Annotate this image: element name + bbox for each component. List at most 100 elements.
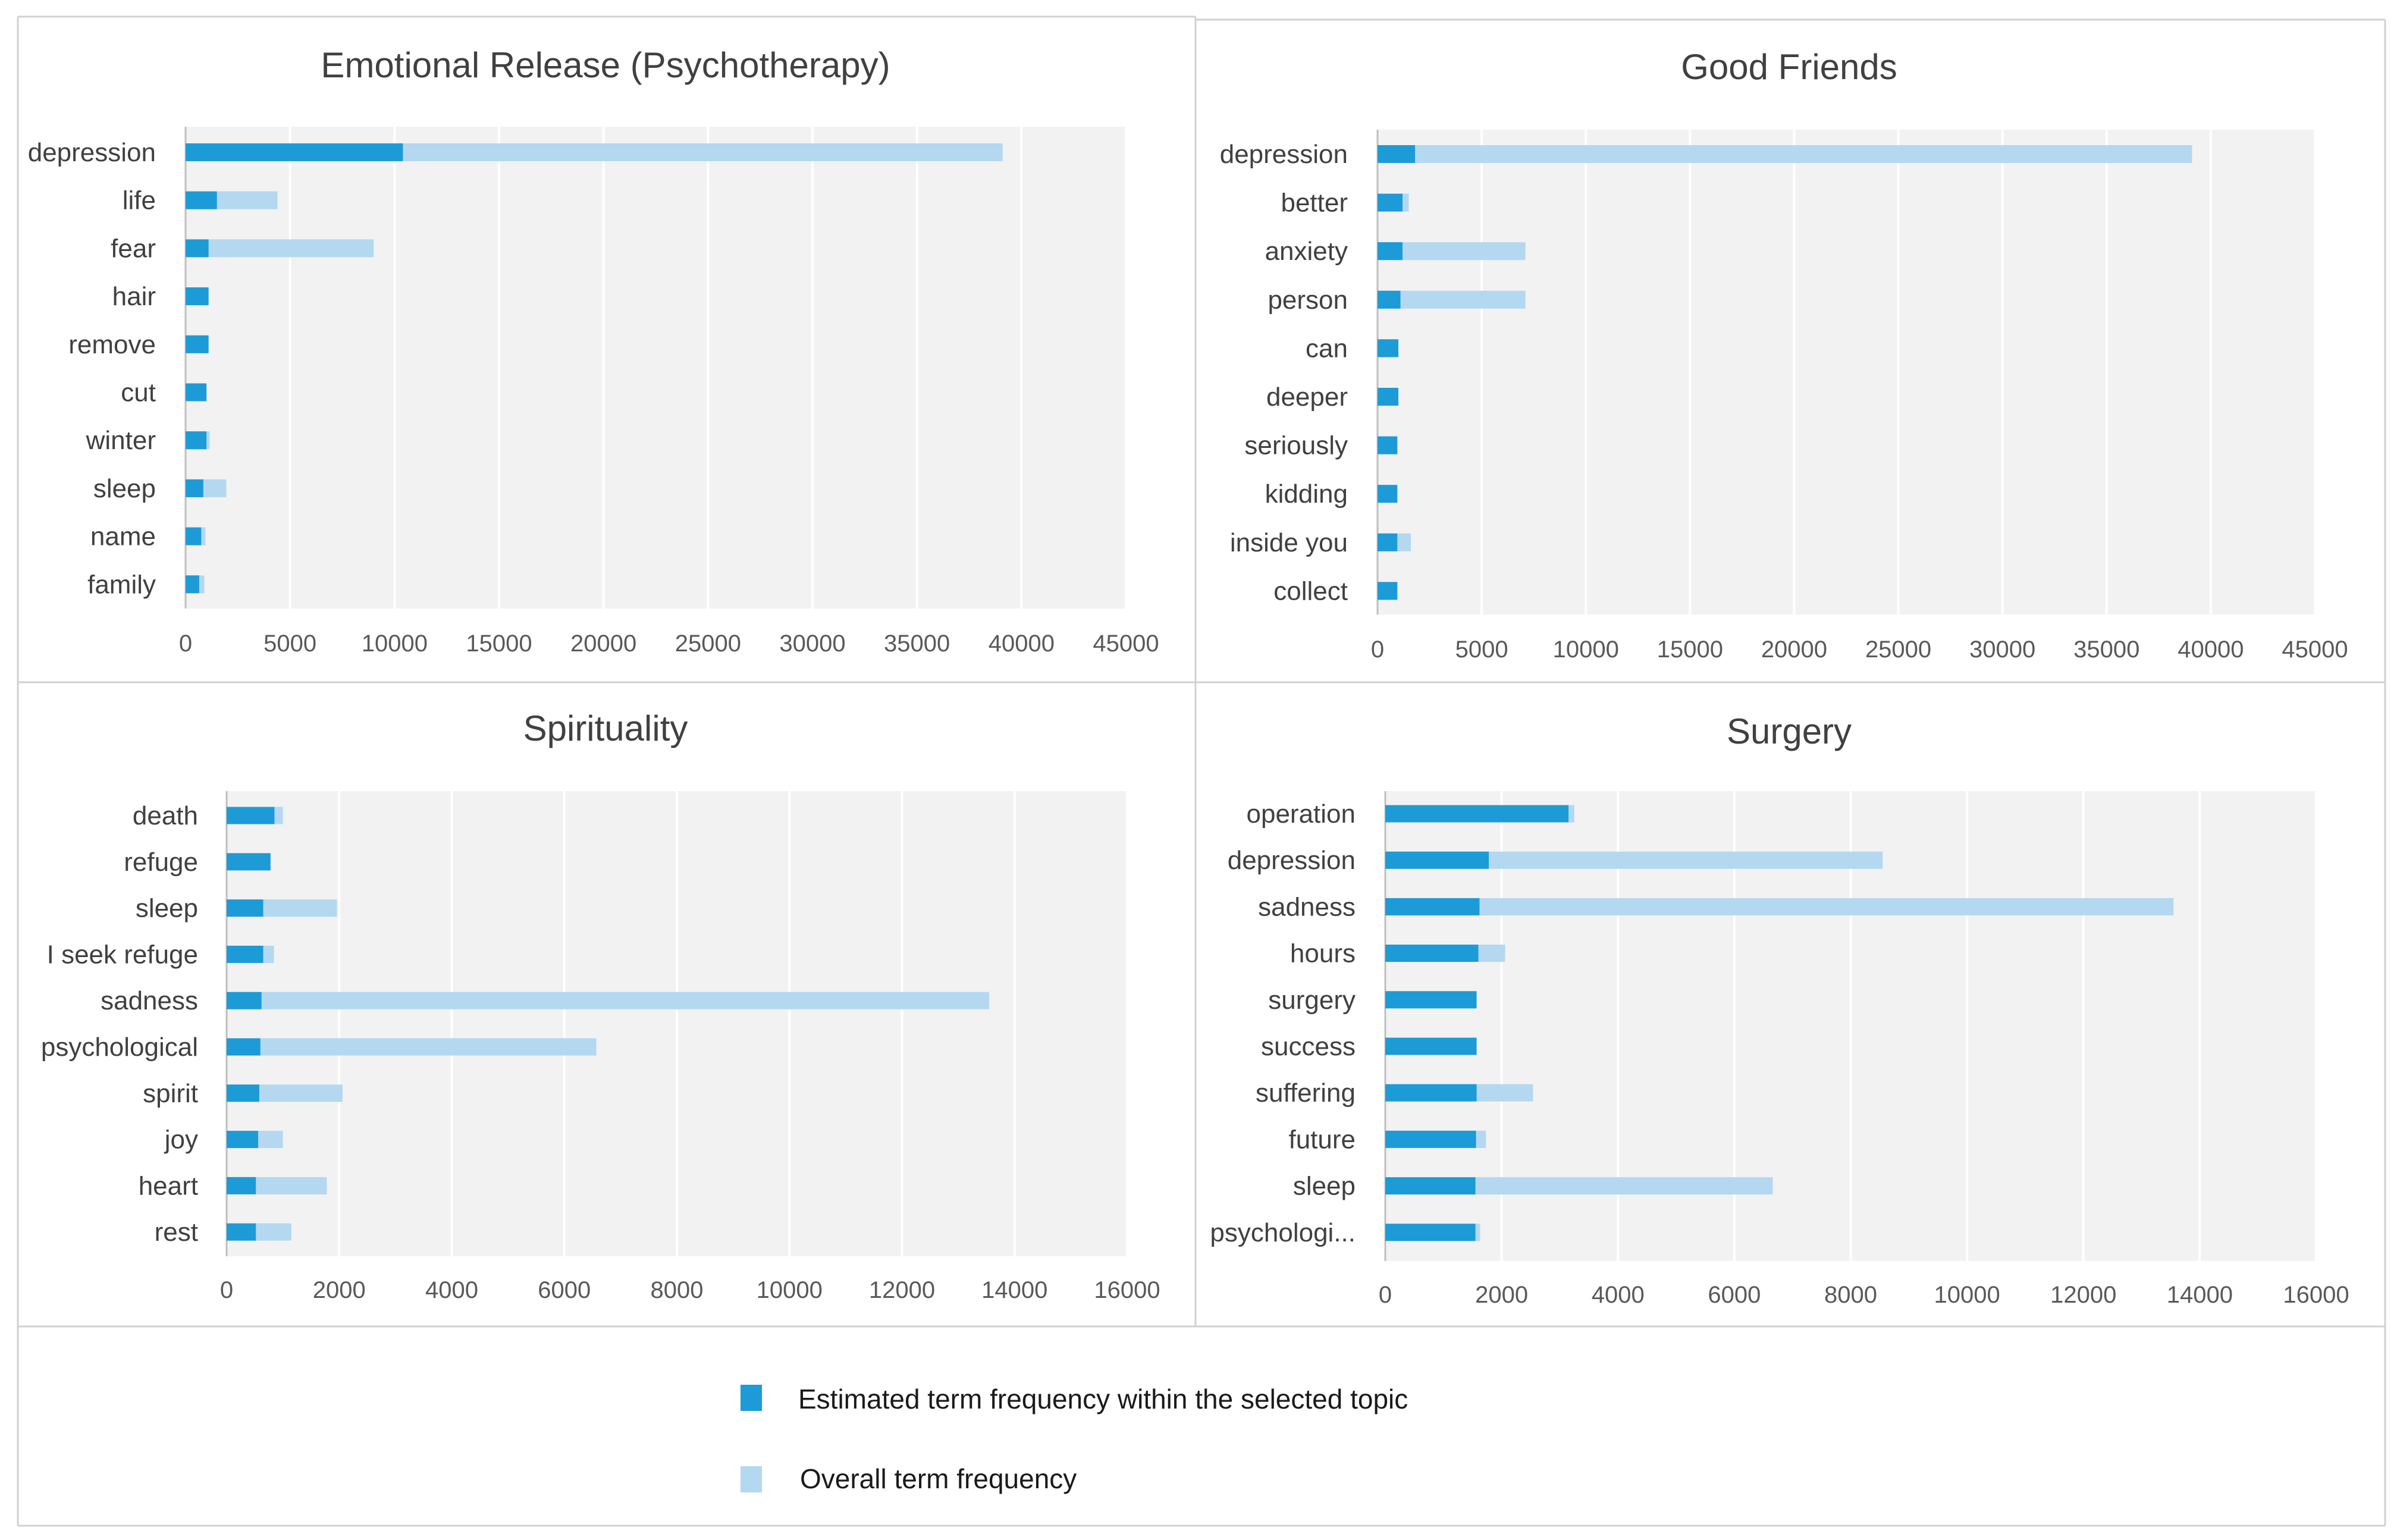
x-tick-label: 0 xyxy=(220,1277,233,1303)
category-label: operation xyxy=(1247,799,1356,829)
x-tick-label: 30000 xyxy=(1969,636,2035,663)
bar-overall xyxy=(227,1038,597,1056)
chart-title: Good Friends xyxy=(1681,47,1897,87)
x-tick-label: 0 xyxy=(1379,1282,1392,1308)
category-label: joy xyxy=(164,1125,198,1155)
x-tick-label: 45000 xyxy=(1093,631,1159,657)
legend-topic-label: Estimated term frequency within the sele… xyxy=(798,1384,1408,1414)
category-label: depression xyxy=(1220,140,1348,169)
category-label: death xyxy=(133,801,198,830)
bar-topic xyxy=(1378,242,1403,261)
bar-topic xyxy=(186,191,217,209)
bar-topic xyxy=(1378,388,1399,406)
category-label: deeper xyxy=(1266,382,1348,412)
x-tick-label: 8000 xyxy=(651,1277,704,1303)
category-label: future xyxy=(1288,1125,1356,1154)
bar-topic xyxy=(227,1084,259,1102)
category-label: sadness xyxy=(101,986,198,1015)
category-label: I seek refuge xyxy=(47,940,198,969)
category-label: kidding xyxy=(1265,479,1348,509)
x-tick-label: 30000 xyxy=(779,631,845,657)
bar-overall xyxy=(1378,290,1526,309)
bar-topic xyxy=(186,383,207,402)
x-tick-label: 2000 xyxy=(313,1277,366,1303)
bar-topic xyxy=(186,287,209,306)
bar-topic xyxy=(186,575,199,594)
bar-overall xyxy=(227,992,990,1009)
plot-area xyxy=(186,127,1126,609)
category-label: name xyxy=(90,522,156,551)
category-label: sadness xyxy=(1258,892,1356,921)
x-tick-label: 16000 xyxy=(1094,1277,1160,1303)
x-tick-label: 15000 xyxy=(466,631,532,657)
bar-topic xyxy=(1385,1177,1476,1195)
x-tick-label: 10000 xyxy=(362,631,428,657)
category-label: fear xyxy=(111,234,156,263)
x-tick-label: 20000 xyxy=(1761,636,1827,663)
bar-topic xyxy=(186,479,203,497)
bar-topic xyxy=(1378,533,1398,551)
legend: Estimated term frequency within the sele… xyxy=(741,1384,1408,1494)
category-label: remove xyxy=(68,330,156,359)
x-tick-label: 35000 xyxy=(884,631,950,657)
bar-topic xyxy=(186,143,403,161)
category-label: hours xyxy=(1290,939,1356,968)
bar-topic xyxy=(1378,193,1403,212)
chart-title: Surgery xyxy=(1727,711,1852,751)
bar-overall xyxy=(186,239,374,258)
category-label: depression xyxy=(28,138,156,167)
category-label: rest xyxy=(155,1218,198,1247)
category-label: refuge xyxy=(124,848,198,877)
x-tick-label: 35000 xyxy=(2073,636,2139,663)
category-label: sleep xyxy=(136,894,198,923)
category-label: anxiety xyxy=(1265,237,1348,266)
x-tick-label: 15000 xyxy=(1657,636,1723,663)
legend-overall-label: Overall term frequency xyxy=(800,1463,1077,1494)
category-label: hair xyxy=(112,282,156,311)
x-tick-label: 40000 xyxy=(989,631,1055,657)
bar-topic xyxy=(1378,485,1398,503)
bar-overall xyxy=(1385,898,2174,915)
bar-topic xyxy=(1385,898,1480,915)
bar-topic xyxy=(186,527,202,545)
category-label: better xyxy=(1281,189,1348,218)
x-tick-label: 5000 xyxy=(1455,636,1508,663)
category-label: sleep xyxy=(93,474,156,503)
bar-topic xyxy=(1385,991,1477,1009)
category-label: success xyxy=(1261,1032,1356,1061)
category-label: person xyxy=(1267,286,1348,315)
x-tick-label: 12000 xyxy=(869,1277,935,1303)
category-label: inside you xyxy=(1230,528,1348,557)
category-label: psychologi... xyxy=(1210,1218,1356,1247)
x-tick-label: 5000 xyxy=(263,631,316,657)
x-tick-label: 40000 xyxy=(2178,636,2244,663)
legend-overall-swatch xyxy=(741,1466,762,1492)
x-tick-label: 14000 xyxy=(2167,1282,2233,1308)
bar-overall xyxy=(1378,145,2192,163)
bar-topic xyxy=(1385,1130,1476,1148)
bar-topic xyxy=(227,899,263,917)
bar-topic xyxy=(186,239,209,258)
chart-panel-3: Spirituality 0 2000 4000 6000 8000 10000 12000 1… xyxy=(41,708,1160,1303)
category-label: seriously xyxy=(1244,431,1348,460)
category-label: winter xyxy=(86,426,156,455)
x-tick-label: 10000 xyxy=(757,1277,823,1303)
x-tick-label: 25000 xyxy=(1865,636,1931,663)
x-tick-label: 6000 xyxy=(538,1277,591,1303)
x-tick-label: 20000 xyxy=(570,631,636,657)
category-label: life xyxy=(123,186,156,215)
x-tick-label: 14000 xyxy=(981,1277,1047,1303)
bar-topic xyxy=(227,1223,256,1241)
x-tick-label: 4000 xyxy=(1592,1282,1645,1308)
bar-topic xyxy=(1385,851,1489,869)
x-tick-label: 0 xyxy=(1371,636,1384,663)
bar-topic xyxy=(1378,582,1398,600)
x-tick-label: 6000 xyxy=(1708,1282,1761,1308)
x-tick-label: 25000 xyxy=(675,631,741,657)
bar-topic xyxy=(227,1131,258,1149)
bar-topic xyxy=(227,1177,256,1194)
chart-panel-1: Emotional Release (Psychotherapy) 0 5000 10… xyxy=(28,45,1159,657)
panel-frames xyxy=(17,15,2386,1527)
bar-topic xyxy=(1385,945,1479,962)
x-tick-label: 45000 xyxy=(2282,636,2348,663)
